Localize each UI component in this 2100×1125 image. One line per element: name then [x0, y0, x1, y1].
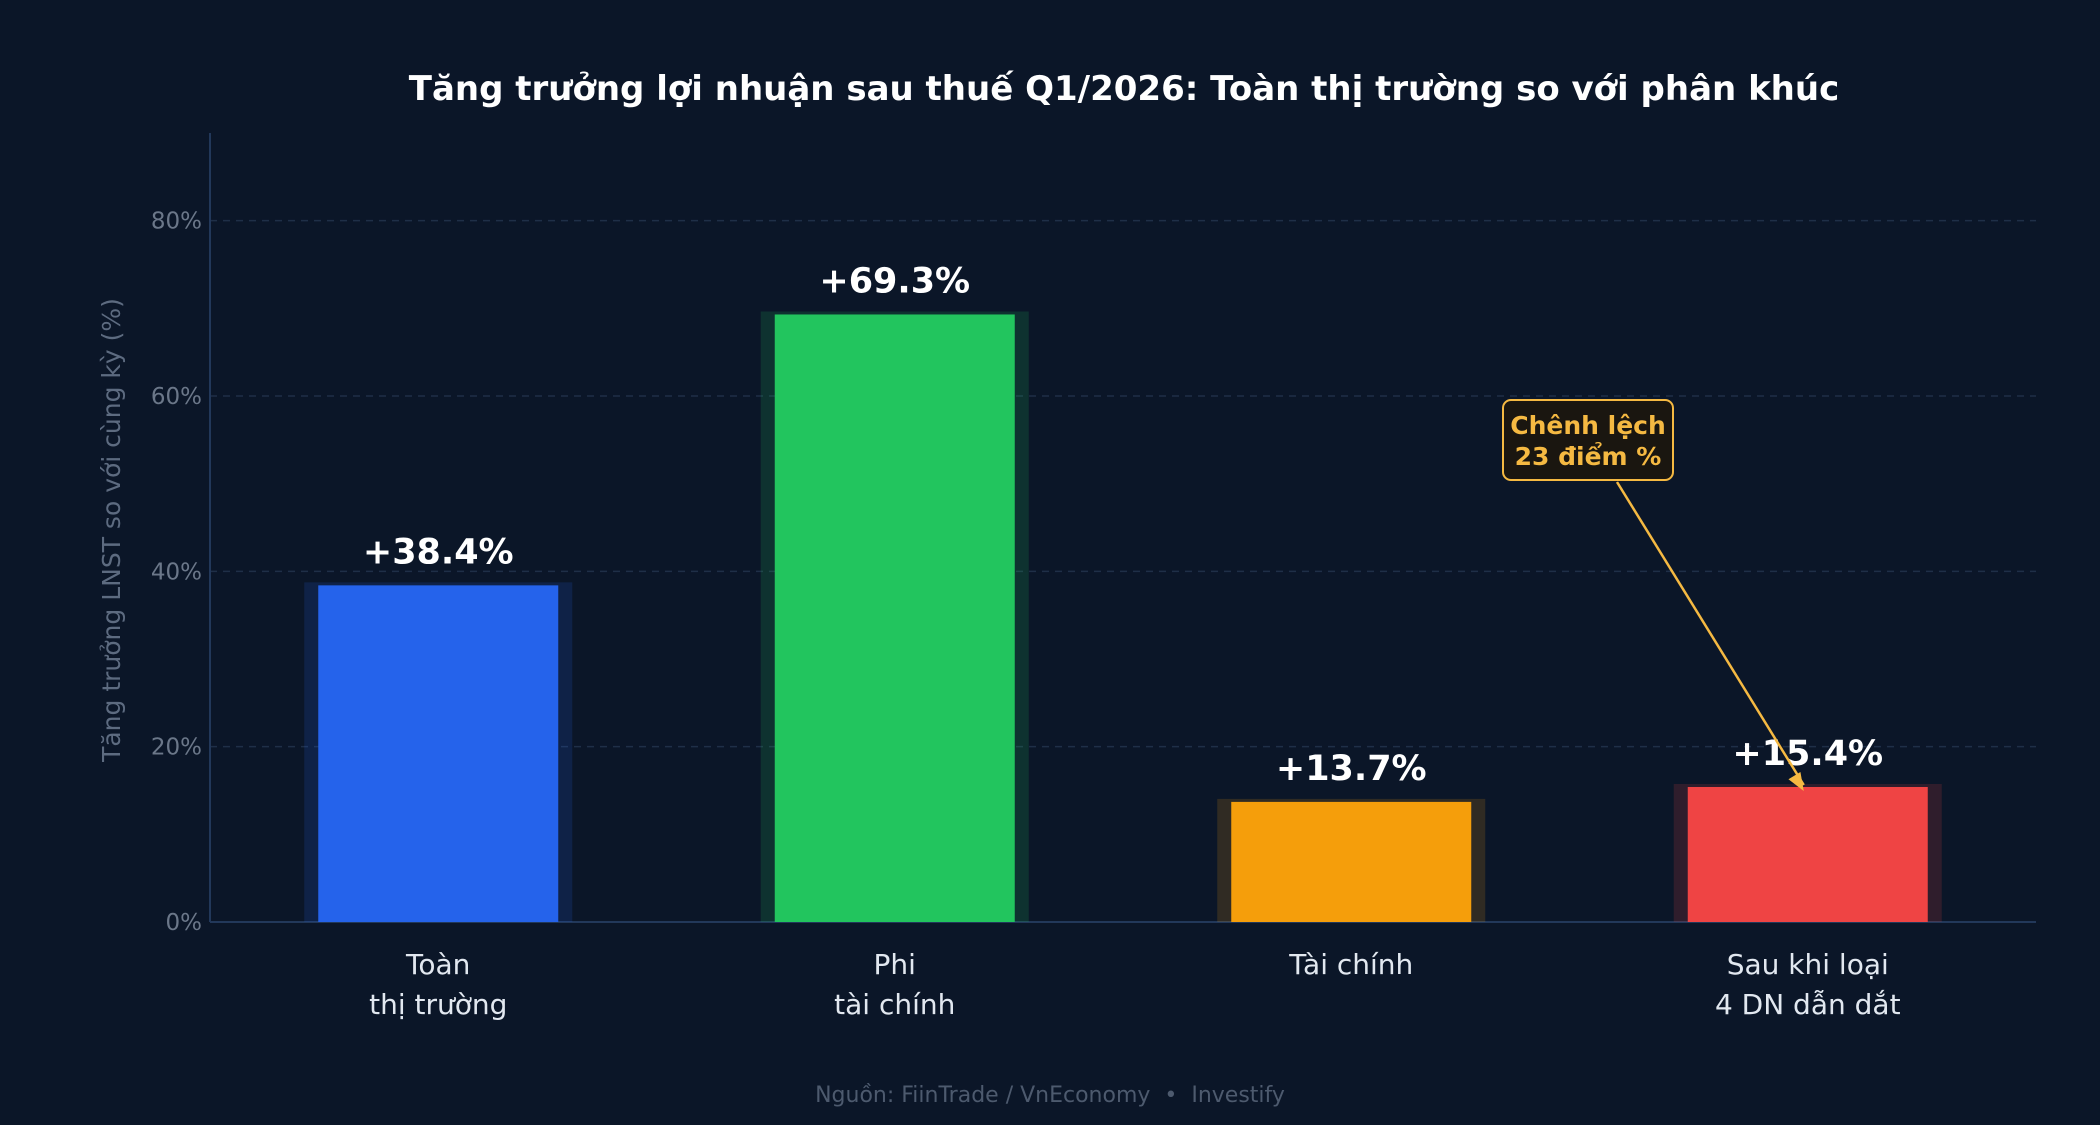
x-tick-label: Tài chính	[1288, 948, 1413, 981]
label-layer: +38.4% Toàn thị trường +69.3% Phi tài chính +1…	[363, 261, 1901, 1021]
annotation-text: Chênh lệch 23 điểm %	[1510, 411, 1666, 471]
bar-value-label: +69.3%	[819, 261, 970, 301]
y-tick-label: 80%	[151, 209, 202, 235]
bar	[774, 314, 1015, 923]
x-tick-label: Sau khi loại 4 DN dẫn dắt	[1715, 948, 1901, 1021]
chart-title: Tăng trưởng lợi nhuận sau thuế Q1/2026: …	[409, 69, 1840, 109]
source-note: Nguồn: FiinTrade / VnEconomy • Investify	[815, 1083, 1285, 1108]
bar	[318, 585, 559, 922]
bar-value-label: +15.4%	[1732, 734, 1883, 774]
bar-layer	[304, 311, 1942, 923]
y-tick-label: 60%	[151, 384, 202, 410]
y-tick-label: 20%	[151, 735, 202, 761]
grid-layer	[210, 219, 2036, 748]
annotation-box	[1502, 399, 1674, 481]
bar	[1231, 801, 1472, 922]
bar	[1687, 786, 1928, 922]
annotation-arrowhead	[1788, 771, 1804, 791]
y-tick-label: 0%	[166, 910, 203, 936]
y-axis-label: Tăng trưởng LNST so với cùng kỳ (%)	[97, 298, 126, 763]
bar-value-label: +13.7%	[1276, 749, 1427, 789]
x-tick-label: Phi tài chính	[834, 948, 955, 1021]
annotation-layer: Chênh lệch 23 điểm %	[1502, 399, 1805, 791]
x-tick-label: Toàn thị trường	[369, 948, 507, 1021]
y-tick-label: 40%	[151, 559, 202, 585]
annotation-arrow	[1615, 481, 1805, 786]
bar-value-label: +38.4%	[363, 532, 514, 572]
